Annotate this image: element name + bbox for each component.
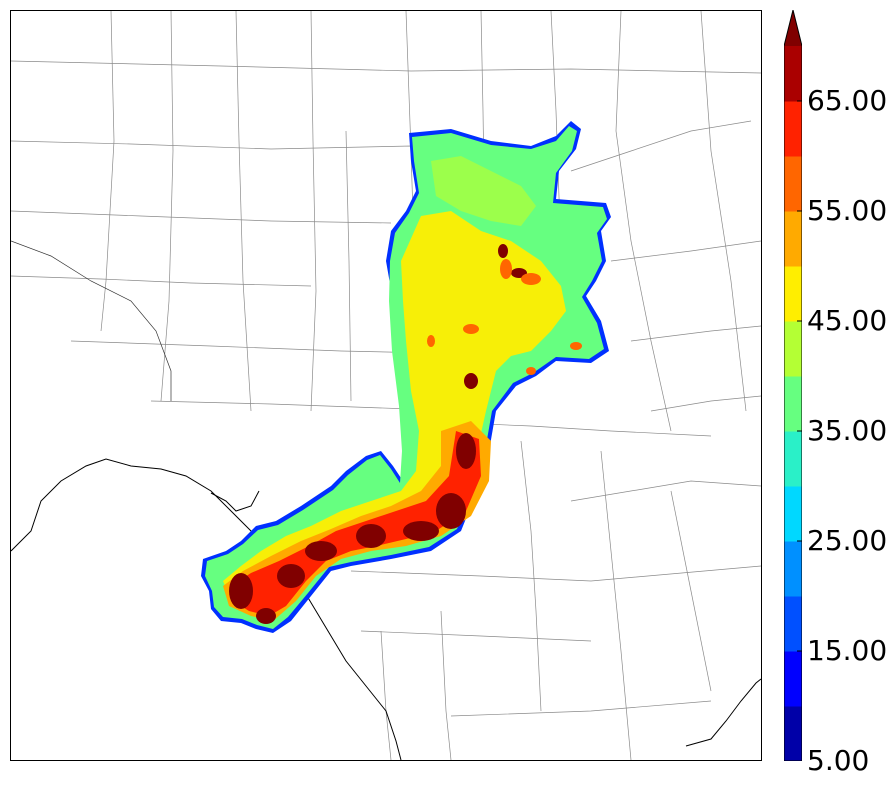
colorbar-tick-label: 35.00 <box>807 414 888 447</box>
colorbar-segment <box>784 651 802 707</box>
colorbar-segment <box>784 596 802 652</box>
reflectivity-spots <box>427 259 582 375</box>
colorbar-segment <box>784 486 802 542</box>
reflectivity-contours <box>201 121 611 633</box>
reflectivity-map <box>11 11 761 760</box>
colorbar-segment <box>784 376 802 432</box>
colorbar <box>784 10 802 761</box>
colorbar-tick-label: 15.00 <box>807 634 888 667</box>
river-line <box>11 240 172 401</box>
colorbar-tick-label: 55.00 <box>807 194 888 227</box>
colorbar-segment <box>784 46 802 102</box>
contour-45 <box>431 156 536 226</box>
colorbar-tick-label: 5.00 <box>807 744 870 777</box>
county-boundaries <box>11 11 761 760</box>
colorbar-segment <box>784 706 802 761</box>
map-panel <box>10 10 762 761</box>
colorbar-tick-label: 65.00 <box>807 84 888 117</box>
colorbar-segment <box>784 321 802 377</box>
contour-45 <box>223 211 566 611</box>
colorbar-segment <box>784 541 802 597</box>
colorbar-tick-label: 45.00 <box>807 304 888 337</box>
reflectivity-cores <box>229 244 527 624</box>
colorbar-segment <box>784 431 802 487</box>
colorbar-segment <box>784 211 802 267</box>
colorbar-segment <box>784 101 802 157</box>
colorbar-extend-arrow <box>784 10 802 46</box>
colorbar-segment <box>784 266 802 322</box>
coastline <box>11 458 761 760</box>
colorbar-segment <box>784 156 802 212</box>
colorbar-outline <box>784 10 802 761</box>
colorbar-tick-label: 25.00 <box>807 524 888 557</box>
